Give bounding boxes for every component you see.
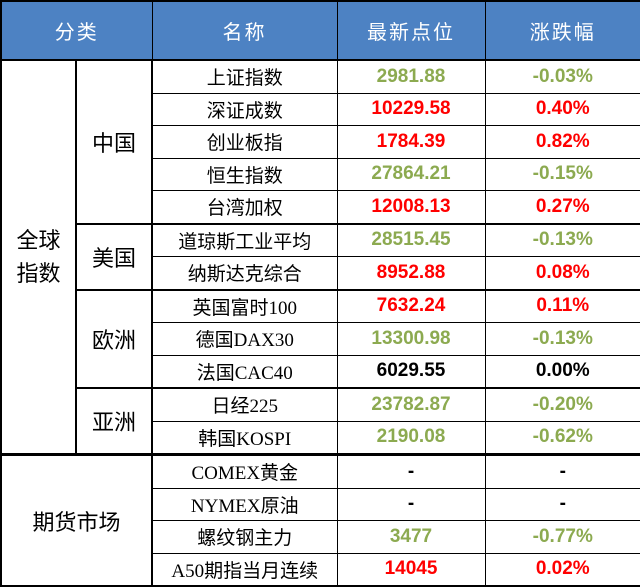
index-name: 深证成数 xyxy=(151,92,338,126)
index-name: 日经225 xyxy=(151,387,338,422)
index-change: -0.20% xyxy=(484,387,640,422)
table-header-row: 分类 名称 最新点位 涨跌幅 xyxy=(0,0,640,61)
index-value: - xyxy=(336,487,486,521)
index-name: NYMEX原油 xyxy=(151,487,338,521)
index-change: 0.11% xyxy=(484,288,640,323)
region-asia: 亚洲 xyxy=(75,387,153,455)
header-name: 名称 xyxy=(151,0,338,61)
table-row: 欧洲 英国富时100 7632.24 0.11% xyxy=(1,288,640,389)
index-change: -0.62% xyxy=(484,420,640,455)
index-name: 德国DAX30 xyxy=(151,322,338,356)
index-name: COMEX黄金 xyxy=(151,453,338,489)
index-value: 13300.98 xyxy=(336,322,486,356)
index-change: - xyxy=(484,453,640,489)
table-row: 法国CAC40 6029.55 0.00% xyxy=(1,354,640,389)
index-change: 0.40% xyxy=(484,92,640,126)
header-latest-value: 最新点位 xyxy=(336,0,486,61)
group-futures-market: 期货市场 xyxy=(0,453,153,587)
region-us: 美国 xyxy=(75,222,153,290)
index-change: -0.15% xyxy=(484,157,640,191)
group-global-indices-label: 全球指数 xyxy=(16,228,61,286)
index-value: 27864.21 xyxy=(336,157,486,191)
header-category: 分类 xyxy=(0,0,153,61)
index-name: 法国CAC40 xyxy=(151,354,338,389)
index-change: -0.03% xyxy=(484,59,640,94)
index-value: 23782.87 xyxy=(336,387,486,422)
region-china: 中国 xyxy=(75,59,153,224)
index-value: 14045 xyxy=(336,552,486,587)
header-change-pct: 涨跌幅 xyxy=(484,0,640,61)
table-row: 螺纹钢主力 3477 -0.77% xyxy=(1,520,640,554)
index-name: 纳斯达克综合 xyxy=(151,256,338,290)
index-change: 0.00% xyxy=(484,354,640,389)
index-value: 3477 xyxy=(336,520,486,554)
index-change: 0.02% xyxy=(484,552,640,587)
table-row: 韩国KOSPI 2190.08 -0.62% xyxy=(1,420,640,455)
index-name: 韩国KOSPI xyxy=(151,420,338,455)
table-row: 台湾加权 12008.13 0.27% xyxy=(1,190,640,224)
index-name: A50期指当月连续 xyxy=(151,552,338,587)
index-value: 1784.39 xyxy=(336,125,486,159)
table-row: 美国 道琼斯工业平均 28515.45 -0.13% xyxy=(1,222,640,290)
index-change: -0.77% xyxy=(484,520,640,554)
index-name: 创业板指 xyxy=(151,125,338,159)
index-change: 0.27% xyxy=(484,190,640,224)
table-row: 全球指数 中国 上证指数 2981.88 -0.03% xyxy=(0,59,640,455)
table-row: 亚洲 日经225 23782.87 -0.20% xyxy=(1,387,640,455)
table-row: 德国DAX30 13300.98 -0.13% xyxy=(1,322,640,356)
group-global-indices: 全球指数 xyxy=(0,59,77,455)
region-europe: 欧洲 xyxy=(75,288,153,389)
index-value: 6029.55 xyxy=(336,354,486,389)
index-name: 上证指数 xyxy=(151,59,338,94)
index-value: 12008.13 xyxy=(336,190,486,224)
index-change: 0.82% xyxy=(484,125,640,159)
index-value: 10229.58 xyxy=(336,92,486,126)
table-row: 创业板指 1784.39 0.82% xyxy=(1,125,640,159)
index-value: 8952.88 xyxy=(336,256,486,290)
index-change: -0.13% xyxy=(484,322,640,356)
index-name: 道琼斯工业平均 xyxy=(151,222,338,257)
index-value: 2190.08 xyxy=(336,420,486,455)
index-name: 恒生指数 xyxy=(151,157,338,191)
index-name: 螺纹钢主力 xyxy=(151,520,338,554)
index-change: 0.08% xyxy=(484,256,640,290)
index-change: - xyxy=(484,487,640,521)
index-change: -0.13% xyxy=(484,222,640,257)
table-row: 恒生指数 27864.21 -0.15% xyxy=(1,157,640,191)
index-value: - xyxy=(336,453,486,489)
index-value: 2981.88 xyxy=(336,59,486,94)
table-row: 期货市场 COMEX黄金 - - xyxy=(0,453,640,587)
index-value: 28515.45 xyxy=(336,222,486,257)
table-row: NYMEX原油 - - xyxy=(1,487,640,521)
index-name: 台湾加权 xyxy=(151,190,338,224)
index-value: 7632.24 xyxy=(336,288,486,323)
index-name: 英国富时100 xyxy=(151,288,338,323)
table-row: 深证成数 10229.58 0.40% xyxy=(1,92,640,126)
